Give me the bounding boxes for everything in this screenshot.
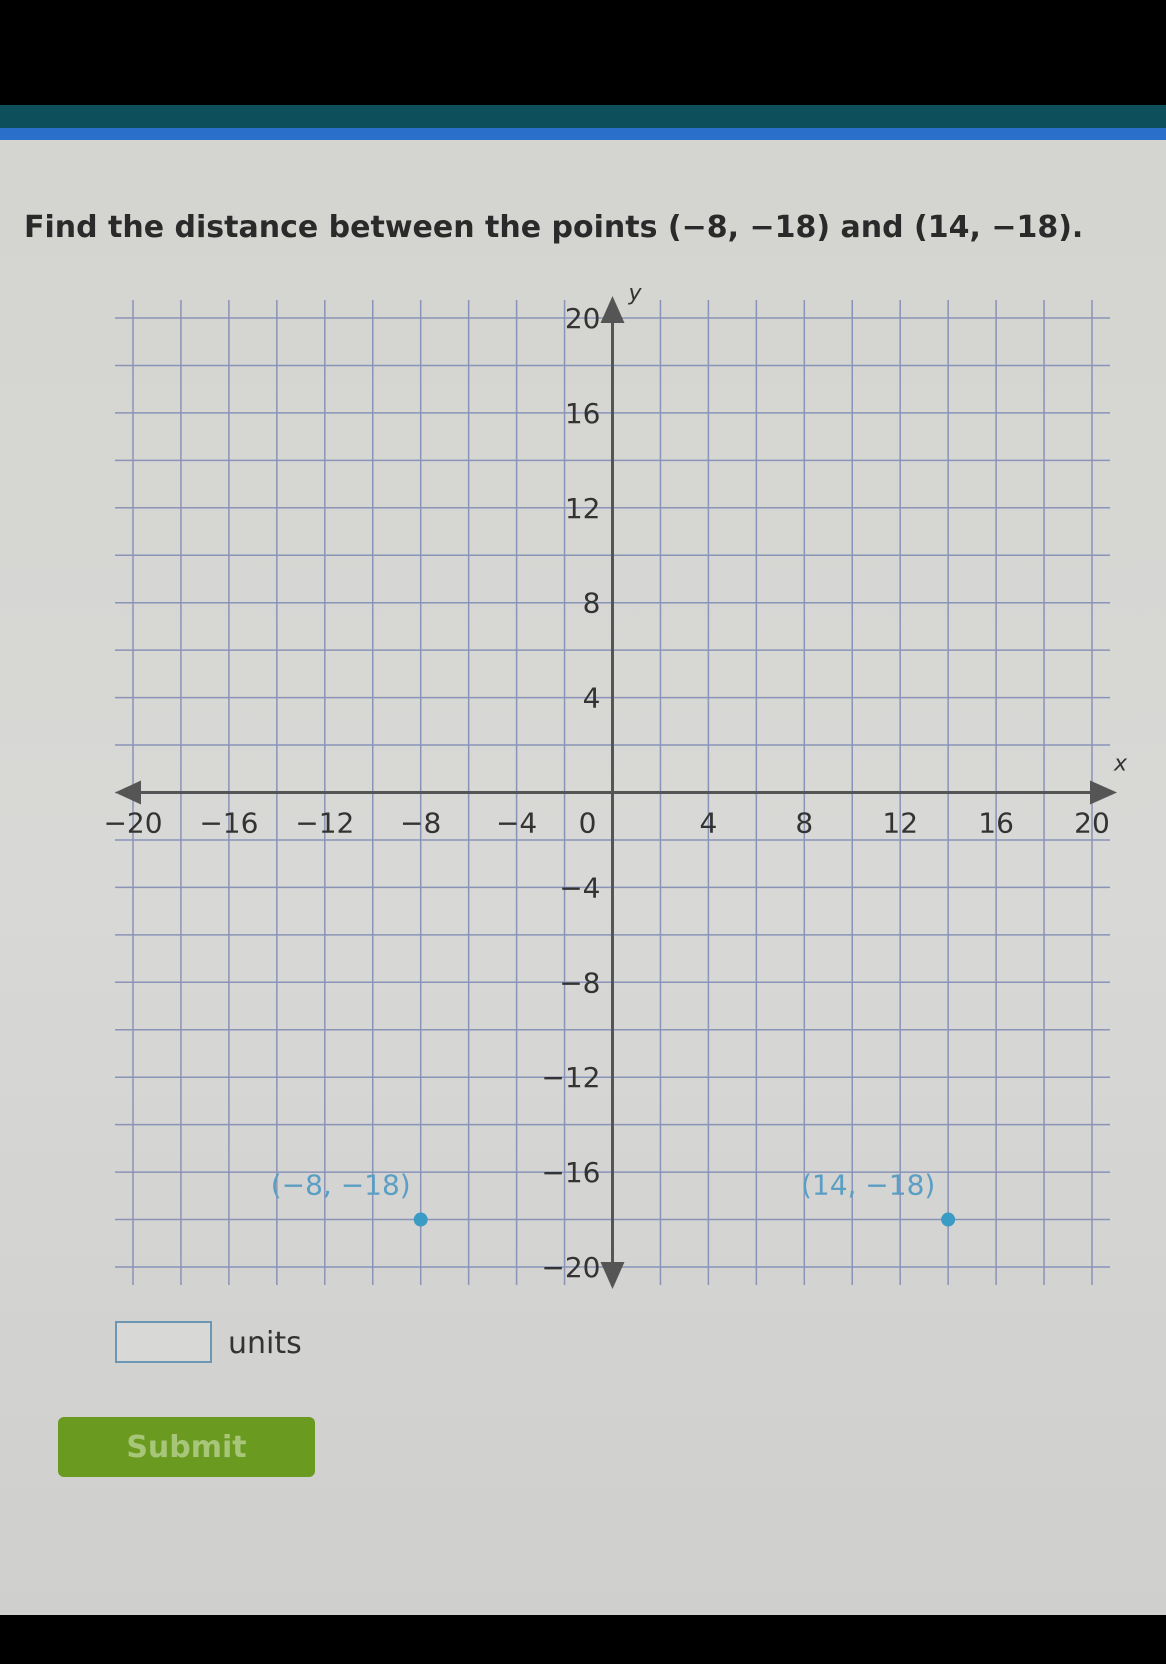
x-axis-label: x [1113,752,1128,777]
y-tick-label: −16 [541,1156,600,1189]
y-axis-down-arrow-icon [600,1262,625,1289]
question-text: Find the distance between the points (−8… [24,210,1084,245]
x-tick-label: −8 [400,807,441,840]
header-accent-bar [0,128,1166,140]
x-axis-left-arrow-icon [115,780,141,805]
x-tick-label: −12 [295,807,354,840]
y-tick-label: −20 [541,1251,600,1284]
x-tick-label: −4 [496,807,537,840]
y-tick-label: 16 [565,397,601,430]
submit-button[interactable]: Submit [58,1417,315,1477]
y-tick-label: 4 [583,682,601,715]
y-axis-label: y [628,281,643,306]
y-tick-label: 20 [565,302,601,335]
point-label: (−8, −18) [271,1169,411,1202]
x-axis-right-arrow-icon [1090,780,1117,805]
x-tick-label: −20 [103,807,162,840]
y-tick-label: 12 [565,492,601,525]
x-tick-label: 4 [699,807,717,840]
point-label: (14, −18) [801,1169,935,1202]
question-page [0,140,1166,1615]
data-point [413,1212,428,1227]
y-tick-label: −4 [559,871,600,904]
y-tick-label: −12 [541,1061,600,1094]
data-point [941,1212,956,1227]
x-tick-label: −16 [199,807,258,840]
x-tick-label: 8 [795,807,813,840]
y-tick-label: −8 [559,966,600,999]
x-tick-label: 0 [579,807,597,840]
y-axis-up-arrow-icon [600,296,625,323]
distance-answer-input[interactable] [115,1321,212,1363]
units-label: units [228,1326,302,1361]
x-tick-label: 20 [1074,807,1110,840]
x-tick-label: 16 [978,807,1014,840]
y-tick-label: 8 [583,587,601,620]
x-tick-label: 12 [882,807,918,840]
